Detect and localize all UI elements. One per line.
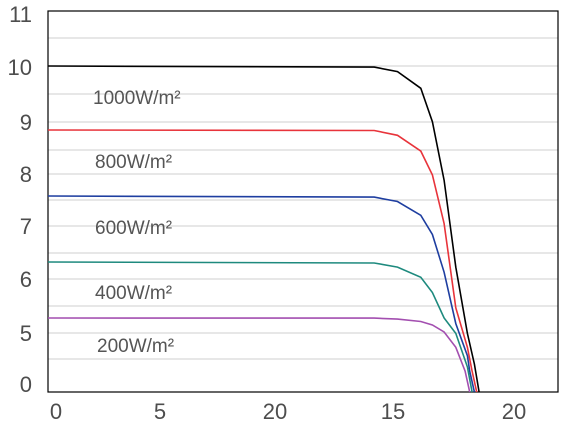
series-line: [47, 65, 480, 393]
y-tick-label: 11: [9, 2, 32, 27]
x-tick-label: 5: [154, 399, 166, 423]
x-tick-label: 15: [381, 399, 405, 423]
horizontal-gridlines: [48, 37, 558, 360]
y-tick-label: 0: [20, 372, 32, 397]
y-tick-label: 8: [20, 162, 32, 187]
y-tick-label: 6: [20, 267, 32, 292]
x-tick-label: 0: [50, 399, 62, 423]
y-tick-label: 7: [20, 214, 32, 239]
series-line: [47, 317, 471, 393]
series-label: 600W/m²: [95, 218, 172, 239]
plot-frame: [47, 10, 559, 393]
series-line: [47, 129, 478, 393]
y-tick-label: 5: [20, 321, 32, 346]
series-line: [47, 261, 473, 393]
series-label: 400W/m²: [95, 283, 172, 304]
x-axis-tick-labels: 0 5 20 15 20: [50, 399, 526, 423]
series-label: 1000W/m²: [93, 88, 181, 109]
x-tick-label: 20: [263, 399, 287, 423]
series-label: 800W/m²: [95, 152, 172, 173]
series-lines: [47, 65, 480, 393]
series-line: [47, 195, 476, 393]
series-labels: 1000W/m² 800W/m² 600W/m² 400W/m² 200W/m²: [93, 88, 181, 357]
y-tick-label: 9: [20, 110, 32, 135]
series-label: 200W/m²: [97, 336, 174, 357]
y-axis-tick-labels: 0 5 6 7 8 9 10 11: [8, 2, 32, 397]
x-tick-label: 20: [502, 399, 526, 423]
y-tick-label: 10: [8, 55, 32, 80]
